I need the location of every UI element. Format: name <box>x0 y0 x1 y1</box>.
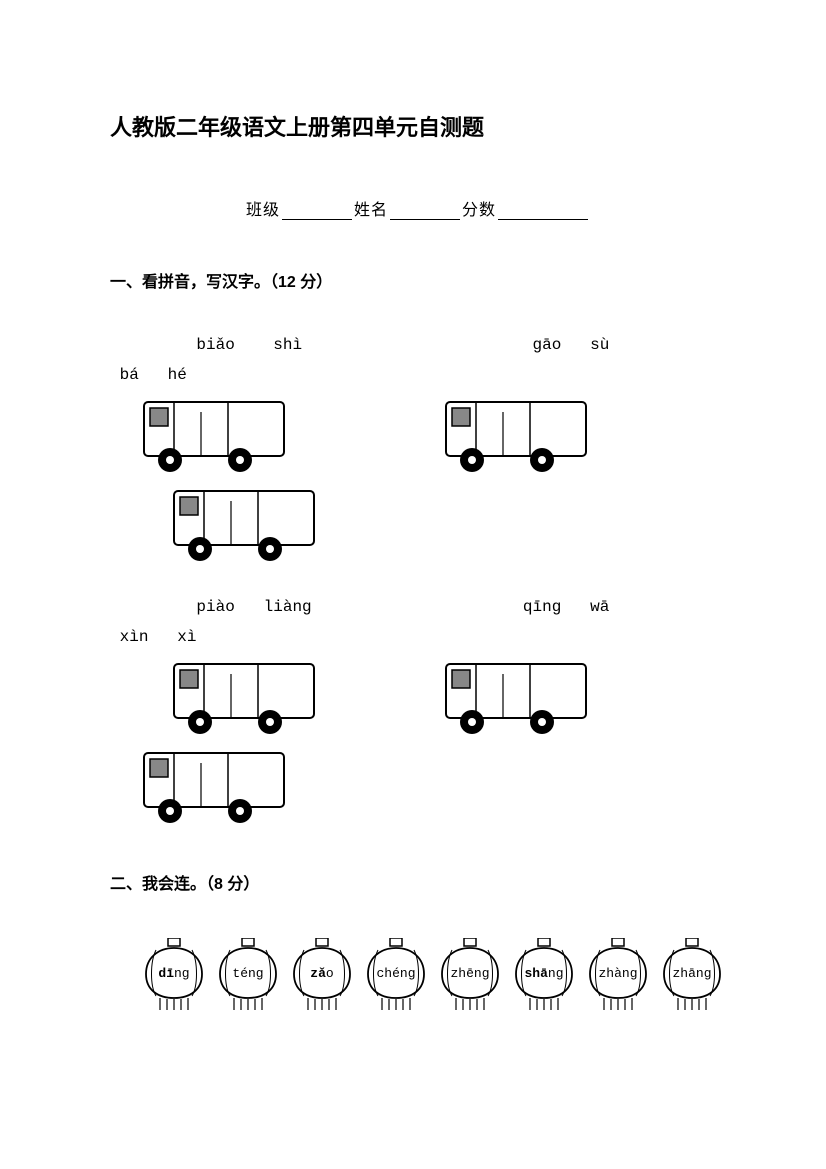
lantern-item: téng <box>214 938 282 1025</box>
class-blank[interactable] <box>282 204 352 220</box>
pinyin-row-2b: xìn xì <box>110 628 726 646</box>
lantern-item: shāng <box>510 938 578 1025</box>
bus-icon <box>442 658 590 743</box>
lantern-row: dīng téng zǎo chéng zhēng shāng zhàng zhāng <box>140 938 726 1025</box>
lantern-item: zǎo <box>288 938 356 1025</box>
name-label: 姓名 <box>354 202 388 219</box>
lantern-item: chéng <box>362 938 430 1025</box>
pinyin: ɡāo <box>532 336 561 354</box>
pinyin: qīnɡ <box>523 598 561 616</box>
bus-row-2b <box>110 747 726 832</box>
bus-icon <box>170 658 318 743</box>
pinyin: shì <box>273 336 302 354</box>
lantern-label: zhāng <box>672 966 711 981</box>
class-label: 班级 <box>246 202 280 219</box>
lantern-label: téng <box>232 966 263 981</box>
pinyin: bá <box>120 366 139 384</box>
pinyin: sù <box>590 336 609 354</box>
score-blank[interactable] <box>498 204 588 220</box>
section1-heading: 一、看拼音，写汉字。（12 分） <box>110 268 726 292</box>
section2-heading: 二、我会连。（8 分） <box>110 870 726 894</box>
lantern-item: zhāng <box>658 938 726 1025</box>
score-label: 分数 <box>462 202 496 219</box>
bus-icon <box>140 396 288 481</box>
pinyin: hé <box>168 366 187 384</box>
lantern-label: chéng <box>376 966 415 981</box>
pinyin: liànɡ <box>264 598 312 616</box>
lantern-item: zhēng <box>436 938 504 1025</box>
bus-row-1b <box>110 485 726 570</box>
pinyin-row-2: piào liànɡ qīnɡ wā <box>110 598 726 616</box>
lantern-label: zhēng <box>450 966 489 981</box>
lantern-label: shāng <box>524 966 563 981</box>
pinyin: xìn <box>120 628 149 646</box>
pinyin-row-1: biǎo shì ɡāo sù <box>110 336 726 354</box>
pinyin-row-1b: bá hé <box>110 366 726 384</box>
bus-row-1 <box>110 396 726 481</box>
lantern-label: dīng <box>158 966 189 981</box>
lantern-label: zhàng <box>598 966 637 981</box>
bus-icon <box>140 747 288 832</box>
lantern-item: zhàng <box>584 938 652 1025</box>
lantern-item: dīng <box>140 938 208 1025</box>
bus-icon <box>442 396 590 481</box>
pinyin: piào <box>196 598 234 616</box>
student-info-line: 班级 姓名 分数 <box>110 196 726 220</box>
page-title: 人教版二年级语文上册第四单元自测题 <box>110 110 726 142</box>
bus-icon <box>170 485 318 570</box>
name-blank[interactable] <box>390 204 460 220</box>
bus-row-2 <box>110 658 726 743</box>
pinyin: biǎo <box>196 336 234 354</box>
pinyin: wā <box>590 598 609 616</box>
pinyin: xì <box>177 628 196 646</box>
lantern-label: zǎo <box>310 966 333 981</box>
